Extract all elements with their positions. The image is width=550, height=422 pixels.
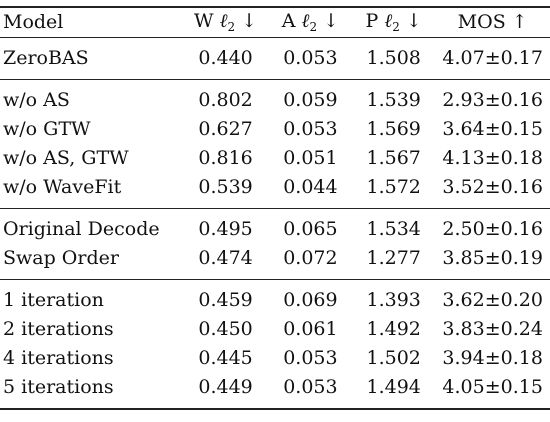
table-row: 2 iterations 0.450 0.061 1.492 3.83±0.24	[0, 315, 550, 344]
cell-p: 1.502	[366, 347, 421, 369]
cell-a: 0.059	[283, 89, 338, 111]
table-row: 4 iterations 0.445 0.053 1.502 3.94±0.18	[0, 344, 550, 373]
cell-model: w/o AS	[3, 89, 70, 111]
results-table: Model W ℓ2 ↓ A ℓ2 ↓ P ℓ2 ↓ MOS	[0, 6, 550, 410]
cell-w: 0.474	[198, 247, 253, 269]
cell-mos: 3.85±0.19	[442, 247, 543, 269]
cell-mos: 3.64±0.15	[442, 118, 543, 140]
header-a-prefix: A	[281, 10, 296, 32]
cell-a: 0.065	[283, 218, 338, 240]
cell-mos: 4.13±0.18	[442, 147, 543, 169]
cell-mos: 3.52±0.16	[442, 176, 543, 198]
cell-model: w/o GTW	[3, 118, 91, 140]
header-a-ell: ℓ	[301, 10, 310, 32]
header-p-ell: ℓ	[384, 10, 393, 32]
cell-a: 0.053	[283, 347, 338, 369]
cell-a: 0.051	[283, 147, 338, 169]
cell-p: 1.534	[366, 218, 421, 240]
cell-model: Original Decode	[3, 218, 160, 240]
cell-w: 0.816	[198, 147, 253, 169]
table-header: Model W ℓ2 ↓ A ℓ2 ↓ P ℓ2 ↓ MOS	[0, 7, 550, 38]
cell-mos: 3.62±0.20	[442, 289, 543, 311]
cell-w: 0.802	[198, 89, 253, 111]
header-w-sub: 2	[227, 20, 236, 34]
header-w-ell: ℓ	[219, 10, 228, 32]
cell-w: 0.449	[182, 373, 269, 410]
up-arrow-icon: ↑	[511, 11, 528, 33]
table-row: 1 iteration 0.459 0.069 1.393 3.62±0.20	[0, 279, 550, 316]
cell-a: 0.053	[283, 47, 338, 69]
cell-a: 0.053	[268, 373, 353, 410]
cell-p: 1.393	[366, 289, 421, 311]
header-a-sub: 2	[309, 20, 318, 34]
cell-p: 1.572	[366, 176, 421, 198]
row-group-ablation: w/o AS 0.802 0.059 1.539 2.93±0.16 w/o G…	[0, 79, 550, 209]
cell-p: 1.492	[366, 318, 421, 340]
cell-mos: 2.93±0.16	[442, 89, 543, 111]
header-p-sub: 2	[392, 20, 400, 34]
header-mos: MOS ↑	[435, 7, 550, 38]
table-row: 5 iterations 0.449 0.053 1.494 4.05±0.15	[0, 373, 550, 410]
cell-model: 5 iterations	[0, 373, 183, 410]
cell-w: 0.445	[198, 347, 253, 369]
table-row: w/o WaveFit 0.539 0.044 1.572 3.52±0.16	[0, 173, 550, 209]
down-arrow-icon: ↓	[405, 10, 422, 32]
cell-p: 1.277	[366, 247, 421, 269]
cell-mos: 4.07±0.17	[442, 47, 543, 69]
table-row: Original Decode 0.495 0.065 1.534 2.50±0…	[0, 208, 550, 245]
table-row: ZeroBAS 0.440 0.053 1.508 4.07±0.17	[0, 38, 550, 80]
cell-p: 1.569	[366, 118, 421, 140]
table-row: w/o GTW 0.627 0.053 1.569 3.64±0.15	[0, 115, 550, 144]
cell-a: 0.061	[283, 318, 338, 340]
row-group-iterations: 1 iteration 0.459 0.069 1.393 3.62±0.20 …	[0, 279, 550, 410]
cell-model: ZeroBAS	[3, 47, 89, 69]
cell-model: 2 iterations	[3, 318, 114, 340]
cell-w: 0.539	[198, 176, 253, 198]
header-p-l2: P ℓ2 ↓	[352, 7, 436, 38]
cell-w: 0.627	[198, 118, 253, 140]
cell-mos: 3.83±0.24	[442, 318, 543, 340]
down-arrow-icon: ↓	[241, 10, 258, 32]
cell-model: 1 iteration	[3, 289, 104, 311]
cell-w: 0.459	[198, 289, 253, 311]
header-p-prefix: P	[365, 10, 379, 32]
cell-p: 1.539	[366, 89, 421, 111]
header-model: Model	[0, 7, 183, 38]
row-group-baseline: ZeroBAS 0.440 0.053 1.508 4.07±0.17	[0, 38, 550, 80]
cell-w: 0.495	[198, 218, 253, 240]
cell-model: Swap Order	[3, 247, 119, 269]
down-arrow-icon: ↓	[323, 10, 340, 32]
cell-p: 1.567	[366, 147, 421, 169]
header-w-l2: W ℓ2 ↓	[182, 7, 269, 38]
cell-model: w/o AS, GTW	[3, 147, 129, 169]
cell-p: 1.494	[352, 373, 436, 410]
table-row: w/o AS 0.802 0.059 1.539 2.93±0.16	[0, 79, 550, 116]
cell-mos: 3.94±0.18	[442, 347, 543, 369]
cell-a: 0.072	[283, 247, 338, 269]
cell-mos: 2.50±0.16	[442, 218, 543, 240]
cell-mos: 4.05±0.15	[435, 373, 550, 410]
cell-model: w/o WaveFit	[3, 176, 122, 198]
header-w-prefix: W	[194, 10, 214, 32]
cell-w: 0.450	[198, 318, 253, 340]
cell-w: 0.440	[198, 47, 253, 69]
cell-a: 0.069	[283, 289, 338, 311]
table-row: w/o AS, GTW 0.816 0.051 1.567 4.13±0.18	[0, 144, 550, 173]
header-mos-prefix: MOS	[457, 11, 506, 33]
header-a-l2: A ℓ2 ↓	[268, 7, 353, 38]
row-group-decoding: Original Decode 0.495 0.065 1.534 2.50±0…	[0, 208, 550, 280]
cell-a: 0.044	[283, 176, 338, 198]
cell-a: 0.053	[283, 118, 338, 140]
table-row: Swap Order 0.474 0.072 1.277 3.85±0.19	[0, 244, 550, 280]
cell-model: 4 iterations	[3, 347, 114, 369]
cell-p: 1.508	[366, 47, 421, 69]
header-row: Model W ℓ2 ↓ A ℓ2 ↓ P ℓ2 ↓ MOS	[0, 7, 550, 38]
